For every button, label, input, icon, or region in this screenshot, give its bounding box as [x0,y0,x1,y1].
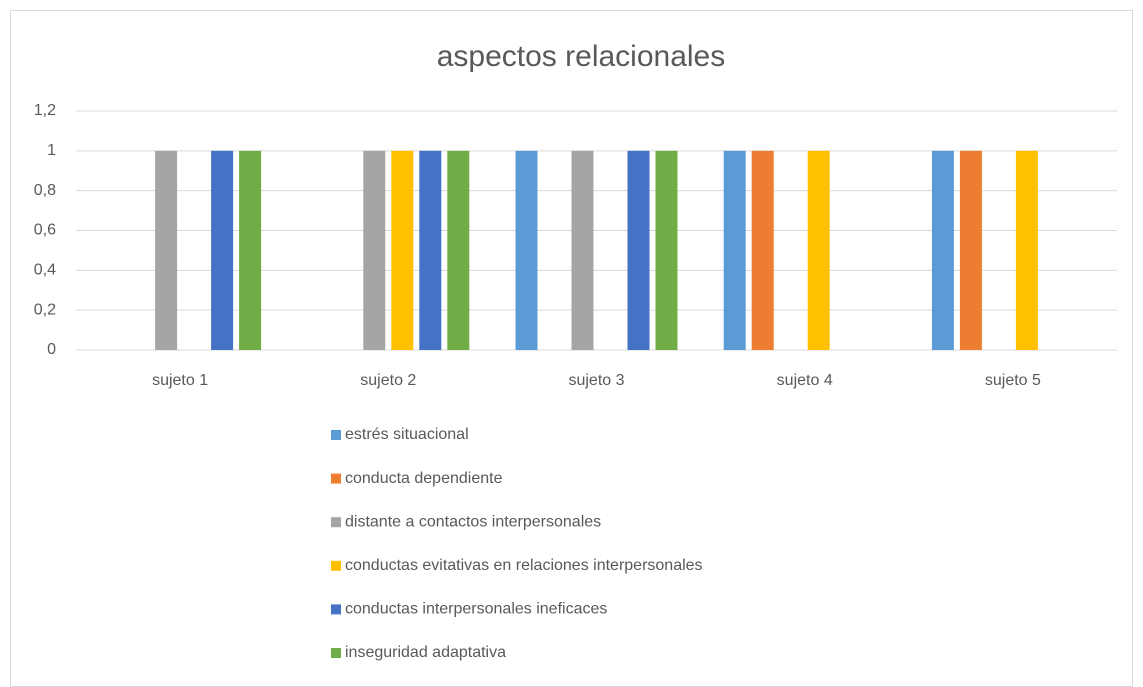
legend-swatch [331,648,341,658]
y-tick-label: 0,6 [34,222,56,239]
y-tick-label: 0 [47,341,56,358]
bar [419,150,442,350]
chart-title: aspectos relacionales [437,40,726,73]
bar [1015,150,1038,350]
bar [807,150,830,350]
bar [723,150,746,350]
legend-label: estrés situacional [345,426,469,443]
legend-swatch [331,430,341,440]
legend-swatch [331,604,341,615]
x-tick-label: sujeto 1 [152,372,208,389]
bar [959,150,982,350]
x-tick-label: sujeto 3 [568,372,624,389]
legend-label: distante a contactos interpersonales [345,513,601,530]
legend-label: inseguridad adaptativa [345,644,506,661]
bar [515,150,538,350]
legend-label: conductas evitativas en relaciones inter… [345,557,703,574]
legend-swatch [331,560,341,571]
x-tick-label: sujeto 5 [985,372,1041,389]
bar [391,150,414,350]
legend-swatch [331,473,341,484]
y-tick-label: 0,4 [34,262,56,279]
bar [155,150,178,350]
bar [211,150,234,350]
bar [655,150,678,350]
x-tick-label: sujeto 4 [777,372,833,389]
y-tick-label: 1,2 [34,102,56,119]
legend-label: conducta dependiente [345,470,503,487]
legend-label: conductas interpersonales ineficaces [345,601,607,618]
bar [363,150,386,350]
x-tick-label: sujeto 2 [360,372,416,389]
y-tick-label: 0,8 [34,182,56,199]
y-tick-label: 1 [47,142,56,159]
bar [627,150,650,350]
bar [447,150,470,350]
legend-swatch [331,517,341,528]
bar [571,150,594,350]
bar [751,150,774,350]
bar [931,150,954,350]
y-tick-label: 0,2 [34,301,56,318]
bar [239,150,262,350]
